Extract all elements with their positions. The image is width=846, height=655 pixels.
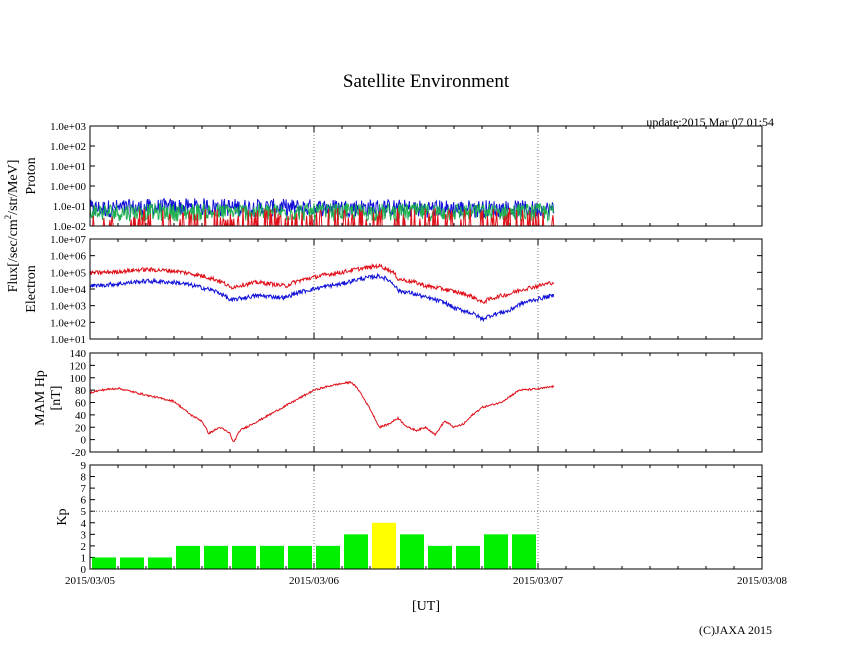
y-tick-label: 9 — [81, 460, 87, 472]
y-tick-label: 1.0e+04 — [50, 284, 86, 296]
kp-label: Kp — [55, 508, 70, 525]
kp-bar — [456, 545, 480, 569]
panels: 1.0e-021.0e-011.0e+001.0e+011.0e+021.0e+… — [50, 121, 763, 576]
x-tick-label: 2015/03/08 — [737, 575, 788, 587]
y-tick-label: 1.0e+03 — [50, 301, 86, 313]
electron-label: Electron — [24, 265, 39, 312]
y-tick-label: 5 — [81, 506, 87, 518]
x-tick-label: 2015/03/06 — [289, 575, 340, 587]
kp-bar — [260, 545, 284, 569]
y-tick-label: 1.0e+05 — [50, 267, 86, 279]
kp-bar — [176, 545, 200, 569]
y-tick-label: 1.0e+02 — [50, 141, 86, 153]
kp-bar — [92, 557, 116, 569]
panel-frame — [89, 464, 763, 570]
kp-bar — [344, 534, 368, 569]
y-tick-label: 6 — [81, 495, 87, 507]
panel-proton: 1.0e-02 1.0e-01 1.0e+00 1.0e+01 1.0e+02 1.0e+… — [50, 121, 763, 233]
y-tick-label: 1.0e+03 — [50, 121, 86, 133]
y-tick-label: 40 — [75, 410, 87, 422]
y-tick-label: 1.0e-02 — [53, 221, 86, 233]
update-timestamp: update:2015 Mar 07 01:54 — [646, 115, 774, 129]
mam-unit-label: [nT] — [49, 386, 64, 411]
electron-series-red — [89, 262, 555, 305]
y-tick-label: 0 — [81, 435, 87, 447]
x-axis-label: [UT] — [412, 599, 440, 614]
y-tick-label: 120 — [70, 360, 87, 372]
copyright: (C)JAXA 2015 — [699, 623, 772, 637]
kp-bar — [120, 557, 144, 569]
y-tick-label: 8 — [81, 472, 87, 484]
y-tick-label: 1.0e+01 — [50, 334, 86, 346]
kp-bar — [512, 534, 536, 569]
kp-bar — [232, 545, 256, 569]
y-tick-label: 3 — [81, 529, 87, 541]
panel-frame — [89, 238, 763, 340]
y-tick-label: 2 — [81, 541, 87, 553]
y-tick-label: 1.0e+02 — [50, 317, 86, 329]
mam-hp-label: MAM Hp — [33, 370, 48, 426]
proton-label: Proton — [24, 157, 39, 194]
x-tick-label: 2015/03/07 — [513, 575, 564, 587]
panel-electron: 1.0e+01 1.0e+02 1.0e+03 1.0e+04 1.0e+05 1.0e+… — [50, 234, 763, 346]
flux-ylabel: Flux[/sec/cm2/str/MeV] — [3, 160, 21, 293]
y-tick-label: 7 — [81, 483, 87, 495]
svg-text:Flux[/sec/cm2/str/MeV]: Flux[/sec/cm2/str/MeV] — [3, 160, 21, 293]
flux-label-left: Flux[/sec/cm — [6, 219, 21, 292]
y-tick-label: 4 — [81, 518, 87, 530]
panel-frame — [89, 352, 763, 453]
y-tick-label: 100 — [70, 373, 87, 385]
flux-label-sup: 2 — [3, 215, 13, 220]
kp-bar — [372, 522, 396, 569]
y-tick-label: 140 — [70, 348, 87, 360]
y-tick-label: 1 — [81, 552, 87, 564]
y-tick-label: 80 — [75, 385, 87, 397]
y-tick-label: 1.0e+01 — [50, 161, 86, 173]
y-tick-label: 1.0e-01 — [53, 201, 86, 213]
x-tick-labels: 2015/03/05 2015/03/06 2015/03/07 2015/03/08 — [65, 575, 788, 587]
kp-bar — [288, 545, 312, 569]
mam_hp-series-red — [89, 380, 555, 443]
kp-bar — [148, 557, 172, 569]
electron-series-blue — [89, 272, 555, 323]
y-tick-label: 20 — [75, 422, 87, 434]
proton-series-green — [89, 203, 555, 223]
flux-label-right: /str/MeV] — [6, 160, 21, 215]
kp-bar — [400, 534, 424, 569]
kp-bar — [484, 534, 508, 569]
y-tick-label: 60 — [75, 398, 87, 410]
y-tick-label: -20 — [71, 447, 86, 459]
y-tick-label: 1.0e+00 — [50, 181, 86, 193]
kp-bar — [204, 545, 228, 569]
y-tick-label: 1.0e+07 — [50, 234, 86, 246]
kp-bar — [428, 545, 452, 569]
x-tick-label: 2015/03/05 — [65, 575, 116, 587]
kp-bar — [316, 545, 340, 569]
panel-frame — [89, 125, 763, 227]
y-tick-label: 1.0e+06 — [50, 251, 86, 263]
y-tick-label: 0 — [81, 564, 87, 576]
chart-title: Satellite Environment — [343, 71, 510, 92]
